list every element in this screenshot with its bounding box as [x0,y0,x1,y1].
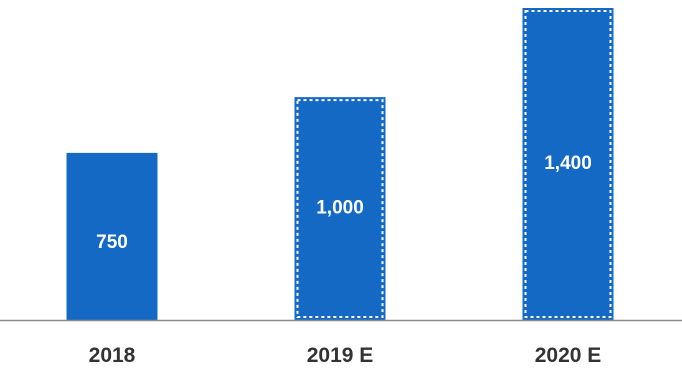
estimate-border-2019-e [296,99,384,319]
category-label: 2018 [89,344,136,367]
category-label: 2019 E [307,344,374,367]
bar-2020-e [522,8,614,320]
labels-layer: 750 1,000 1,400 [96,153,592,253]
value-label: 1,000 [316,198,364,219]
value-label: 1,400 [544,153,592,174]
bar-2019-e [294,97,386,321]
bars-layer [66,8,614,321]
estimate-border-2020-e [524,10,612,318]
value-label: 750 [96,232,128,253]
category-label: 2020 E [535,344,602,367]
category-labels: 2018 2019 E 2020 E [89,344,602,367]
bar-2018 [66,152,158,320]
